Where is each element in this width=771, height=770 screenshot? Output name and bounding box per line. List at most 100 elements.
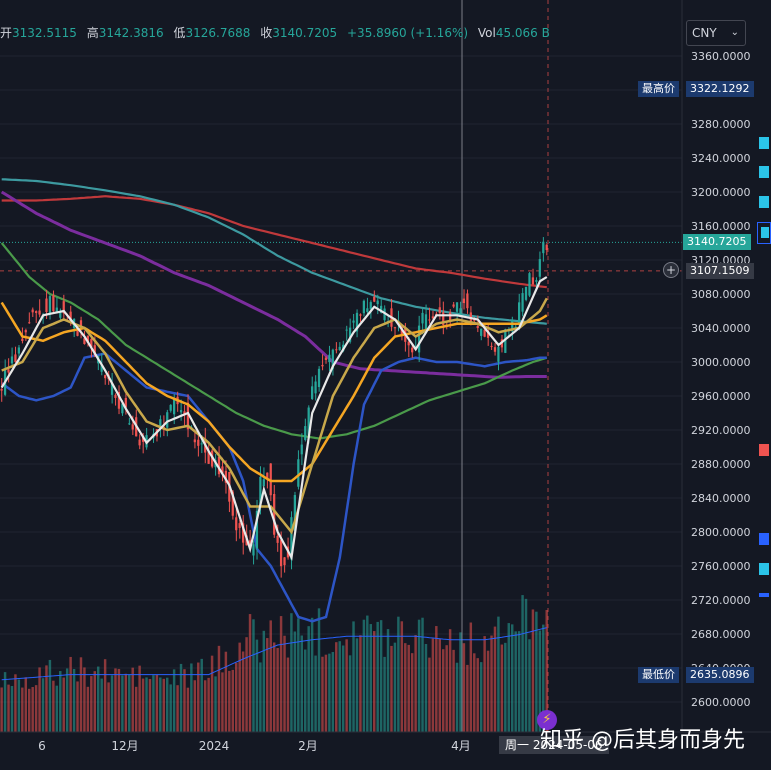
candle-body: [511, 320, 514, 332]
volume-bar: [14, 674, 17, 732]
watermark-text: 知乎 @后其身而身先: [540, 728, 745, 753]
volume-bar: [328, 653, 331, 732]
volume-bar: [166, 677, 169, 732]
volume-bar: [455, 662, 459, 732]
y-axis-tick-label: 3040.0000: [691, 322, 751, 335]
candle-body: [252, 544, 255, 556]
x-axis-tick-label: 4月: [451, 739, 471, 753]
candle-body: [186, 402, 190, 430]
plus-circle-icon[interactable]: +: [663, 262, 679, 278]
candle-body: [221, 466, 224, 474]
volume-bar: [310, 617, 314, 732]
volume-bar: [414, 635, 417, 732]
candle-body: [449, 312, 452, 322]
candle-body: [328, 354, 331, 363]
candle-body: [24, 330, 27, 333]
y-axis-tick-label: 2760.0000: [691, 560, 751, 573]
volume-bar: [131, 667, 134, 732]
volume-bar: [324, 654, 328, 732]
candle-body: [231, 491, 234, 516]
candle-body: [269, 463, 272, 496]
volume-bar: [107, 682, 110, 732]
volume-bar: [90, 676, 93, 732]
candle-body: [235, 517, 238, 531]
close-label: 收: [260, 26, 273, 40]
volume-bar: [183, 669, 186, 732]
crosshair-date-tag: 周一 2024-05-06: [499, 736, 609, 754]
volume-bar: [128, 674, 131, 732]
volume-bar: [0, 687, 3, 732]
volume-bar: [538, 630, 542, 732]
volume-bar: [359, 635, 362, 732]
volume-bar: [159, 677, 162, 732]
volume-bar: [290, 613, 293, 732]
bookmark-flag-icon[interactable]: [759, 196, 769, 208]
volume-bar: [317, 608, 321, 732]
bookmark-flag-icon[interactable]: [759, 166, 769, 178]
candle-body: [321, 364, 324, 367]
candle-body: [114, 394, 117, 398]
currency-select[interactable]: CNY ⌄: [686, 20, 746, 46]
candle-body: [442, 312, 445, 325]
candle-body: [290, 517, 293, 560]
volume-bar: [62, 677, 65, 732]
candle-body: [366, 308, 369, 312]
volume-bar: [483, 636, 486, 732]
bookmark-flag-selected-icon[interactable]: [757, 222, 771, 244]
volume-bar: [338, 641, 341, 732]
volume-bar: [179, 663, 183, 732]
bookmark-flag-icon[interactable]: [759, 444, 769, 456]
volume-bar: [197, 662, 200, 732]
x-axis-background: [0, 732, 771, 770]
candle-body: [17, 347, 20, 354]
volume-bar: [286, 657, 290, 732]
candle-body: [373, 296, 376, 302]
candle-body: [355, 312, 359, 332]
volume-bar: [224, 651, 228, 732]
candle-body: [424, 314, 428, 330]
volume-bar: [376, 621, 379, 732]
y-axis-tick-label: 3000.0000: [691, 356, 751, 369]
candle-body: [117, 392, 121, 409]
bookmark-flag-icon[interactable]: [759, 563, 769, 575]
candle-body: [345, 329, 348, 331]
volume-bar: [421, 617, 424, 732]
candle-body: [383, 308, 386, 321]
y-axis-tick-label: 3280.0000: [691, 118, 751, 131]
candle-body: [197, 439, 200, 446]
bookmark-flag-icon[interactable]: [759, 593, 769, 597]
candle-body: [55, 307, 58, 313]
y-axis-tick-label: 2920.0000: [691, 424, 751, 437]
bookmark-flag-icon[interactable]: [759, 533, 769, 545]
volume-bar: [442, 649, 445, 732]
ma120-line: [0, 242, 548, 440]
volume-bar: [28, 688, 31, 732]
candle-body: [407, 341, 410, 346]
volume-bar: [276, 647, 279, 732]
volume-bar: [307, 626, 310, 732]
candle-body: [524, 286, 528, 300]
volume-bar: [431, 638, 435, 732]
volume-bar: [272, 642, 276, 732]
volume-bar: [124, 673, 128, 732]
candle-body: [476, 325, 479, 328]
volume-bar: [155, 674, 159, 732]
x-axis-tick-label: 12月: [111, 739, 138, 753]
volume-ma-line: [1, 627, 547, 681]
volume-bar: [362, 619, 366, 732]
candle-body: [238, 523, 241, 529]
candle-body: [452, 304, 455, 307]
volume-bar: [76, 681, 79, 732]
volume-bar: [410, 653, 414, 732]
volume-bar: [469, 622, 473, 732]
candle-body: [166, 412, 169, 428]
volume-bar: [517, 631, 521, 732]
candle-body: [124, 397, 127, 408]
bookmark-flag-icon[interactable]: [759, 137, 769, 149]
zhihu-lightning-icon: ⚡: [537, 710, 557, 730]
volume-bar: [207, 677, 210, 732]
volume-bar: [269, 620, 272, 732]
candle-body: [255, 510, 259, 549]
volume-bar: [255, 639, 259, 732]
